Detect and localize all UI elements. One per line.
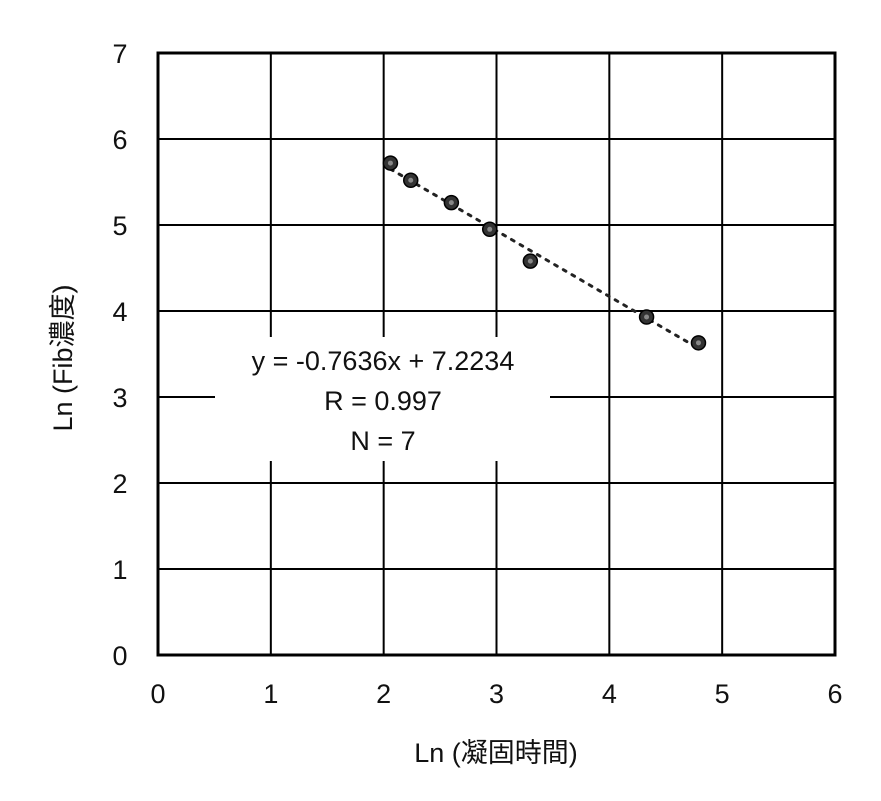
x-tick-label: 1: [263, 679, 278, 709]
x-tick-label: 0: [150, 679, 165, 709]
x-tick-label: 2: [376, 679, 391, 709]
y-tick-label: 4: [112, 297, 127, 327]
data-point-highlight: [528, 259, 533, 264]
regression-equation: y = -0.7636x + 7.2234: [252, 346, 515, 376]
y-tick-label: 6: [112, 125, 127, 155]
x-axis-ticks: 0 1 2 3 4 5 6: [150, 679, 842, 709]
data-point-highlight: [644, 315, 649, 320]
y-axis-title: Ln (Fib濃度): [48, 284, 78, 431]
correlation-label: R = 0.997: [324, 386, 442, 416]
x-tick-label: 5: [715, 679, 730, 709]
x-tick-label: 3: [489, 679, 504, 709]
y-tick-label: 2: [112, 469, 127, 499]
y-tick-label: 5: [112, 211, 127, 241]
sample-size-label: N = 7: [350, 426, 415, 456]
y-tick-label: 1: [112, 555, 127, 585]
x-tick-label: 4: [602, 679, 617, 709]
x-tick-label: 6: [827, 679, 842, 709]
y-axis-ticks: 0 1 2 3 4 5 6 7: [112, 39, 127, 671]
x-axis-title: Ln (凝固時間): [414, 738, 578, 768]
y-tick-label: 7: [112, 39, 127, 69]
data-point-highlight: [696, 340, 701, 345]
y-tick-label: 0: [112, 641, 127, 671]
data-point-highlight: [449, 200, 454, 205]
data-point-highlight: [388, 161, 393, 166]
data-point-highlight: [408, 178, 413, 183]
data-points: [383, 156, 705, 350]
y-tick-label: 3: [112, 383, 127, 413]
scatter-chart: 0 1 2 3 4 5 6 0 1 2 3 4 5 6 7 y = -0.7636x + 7.2234 R…: [0, 0, 881, 801]
data-point-highlight: [487, 227, 492, 232]
